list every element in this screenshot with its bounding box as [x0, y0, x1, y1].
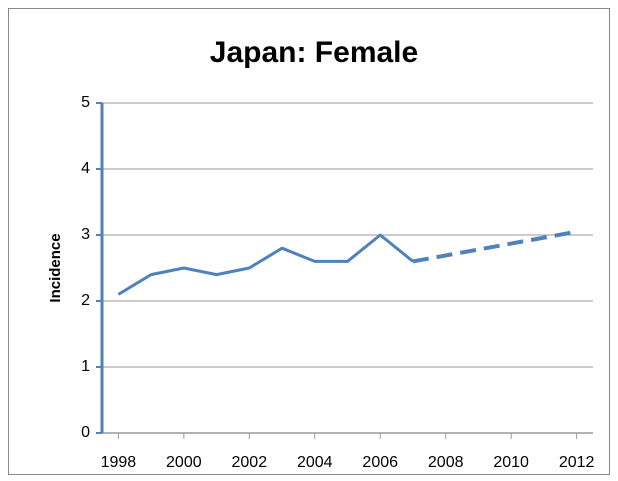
- x-tick-label: 2008: [428, 454, 464, 471]
- y-tick-label: 4: [81, 160, 90, 177]
- y-tick-label: 1: [81, 358, 90, 375]
- y-tick-label: 3: [81, 226, 90, 243]
- x-tick-label: 2012: [559, 454, 595, 471]
- x-tick-label: 2002: [232, 454, 268, 471]
- chart-border: [8, 8, 610, 475]
- y-axis-label: Incidence: [47, 233, 64, 302]
- x-tick-label: 2004: [297, 454, 333, 471]
- y-tick-label: 2: [81, 292, 90, 309]
- x-tick-label: 2010: [493, 454, 529, 471]
- chart-title: Japan: Female: [210, 36, 418, 69]
- x-tick-label: 2006: [362, 454, 398, 471]
- y-tick-label: 5: [81, 94, 90, 111]
- x-tick-label: 1998: [101, 454, 137, 471]
- line-series: [117, 233, 414, 296]
- y-tick-label: 0: [81, 424, 90, 441]
- line-series: [412, 229, 577, 264]
- x-tick-label: 2000: [166, 454, 202, 471]
